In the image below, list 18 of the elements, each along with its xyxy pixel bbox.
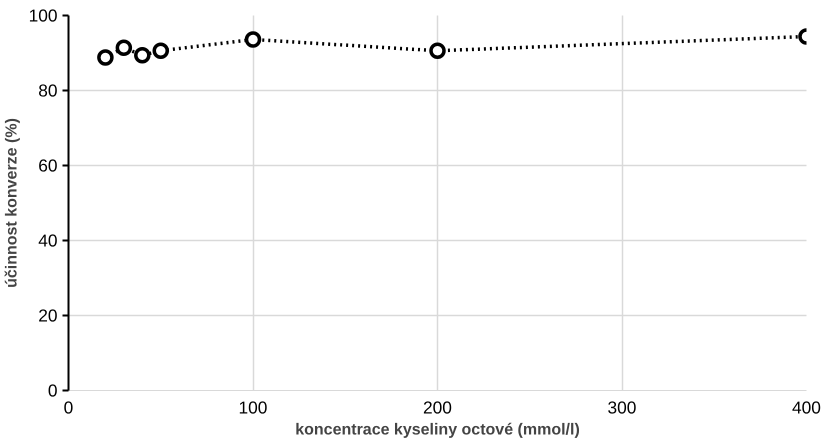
point (152, 42, 169, 59)
x-tick-label: 0 (64, 398, 74, 418)
x-axis-title: koncentrace kyseliny octové (mmol/l) (295, 422, 580, 438)
point (97, 49, 114, 66)
x-tick-label: 400 (792, 398, 821, 418)
y-tick-label: 20 (38, 306, 58, 326)
y-tick-label: 100 (28, 6, 58, 26)
point (134, 47, 151, 64)
y-tick-label: 80 (38, 80, 58, 100)
x-tick-label: 100 (238, 398, 268, 418)
y-axis-title: účinnost konverze (%) (4, 118, 21, 288)
y-tick-label: 0 (48, 380, 58, 400)
y-tick-label: 60 (38, 156, 58, 176)
y-tick-label: 40 (38, 230, 58, 250)
point (244, 31, 262, 48)
point (116, 40, 132, 56)
x-tick-label: 200 (423, 398, 452, 418)
x-tick-label: 300 (608, 398, 636, 418)
